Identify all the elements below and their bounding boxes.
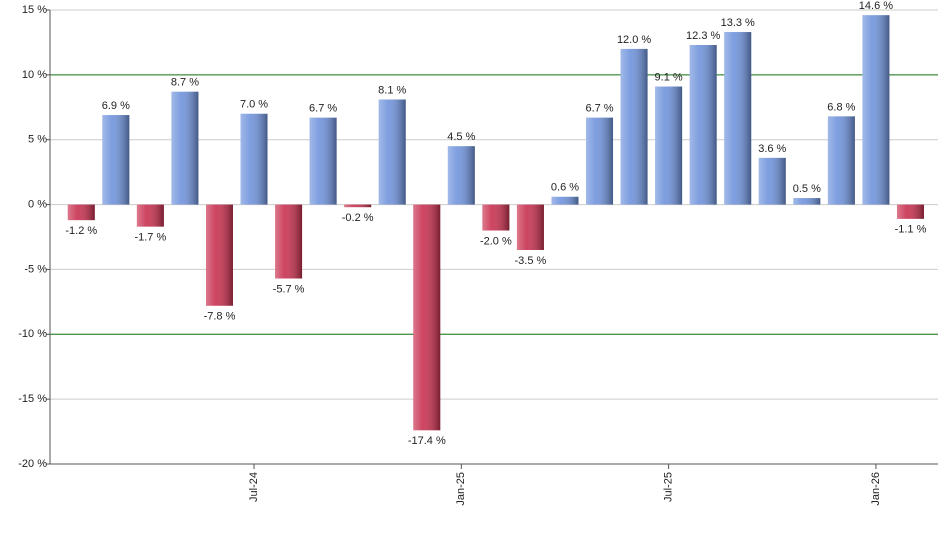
y-tick-label: 15 %	[22, 4, 47, 16]
value-label: -7.8 %	[204, 311, 236, 323]
value-label: -1.2 %	[65, 225, 97, 237]
value-label: 0.5 %	[793, 183, 821, 195]
y-tick-label: -20 %	[18, 458, 47, 470]
bar-shade	[309, 117, 337, 205]
value-label: -5.7 %	[273, 283, 305, 295]
bar-shade	[482, 204, 510, 231]
bar-shade	[793, 198, 821, 205]
value-label: 12.0 %	[617, 34, 651, 46]
bar-shade	[344, 204, 372, 208]
value-label: -3.5 %	[515, 255, 547, 267]
bar-shade	[896, 204, 924, 219]
x-tick-label: Jan-25	[455, 472, 467, 506]
x-tick-label: Jan-26	[870, 472, 882, 506]
value-label: 8.1 %	[378, 84, 406, 96]
bar-shade	[620, 48, 648, 205]
value-label: 4.5 %	[447, 131, 475, 143]
bar-shade	[551, 196, 579, 205]
bar-shade	[102, 115, 130, 205]
value-label: -1.7 %	[134, 232, 166, 244]
value-label: 6.7 %	[309, 103, 337, 115]
y-tick-label: -5 %	[24, 263, 47, 275]
value-label: 14.6 %	[859, 0, 893, 12]
bar-shade	[240, 113, 268, 205]
value-label: -0.2 %	[342, 212, 374, 224]
y-tick-label: 10 %	[22, 69, 47, 81]
bar-shade	[586, 117, 614, 205]
bar-shade	[413, 204, 441, 431]
x-tick-label: Jul-25	[663, 472, 675, 502]
bar-shade	[516, 204, 544, 250]
value-label: 3.6 %	[758, 143, 786, 155]
bar-shade	[378, 99, 406, 205]
value-label: 7.0 %	[240, 99, 268, 111]
y-tick-label: -15 %	[18, 393, 47, 405]
value-label: -1.1 %	[895, 224, 927, 236]
y-tick-label: -10 %	[18, 328, 47, 340]
x-tick-label: Jul-24	[248, 472, 260, 502]
value-label: 6.7 %	[585, 103, 613, 115]
bar-shade	[447, 146, 475, 205]
value-label: 12.3 %	[686, 30, 720, 42]
value-label: -17.4 %	[408, 435, 446, 447]
value-label: 6.8 %	[827, 101, 855, 113]
bar-shade	[724, 32, 752, 205]
bar-shade	[655, 86, 683, 205]
bar-shade	[205, 204, 233, 306]
value-label: 8.7 %	[171, 77, 199, 89]
value-label: 6.9 %	[102, 100, 130, 112]
bar-shade	[275, 204, 303, 279]
value-label: -2.0 %	[480, 235, 512, 247]
y-tick-label: 0 %	[28, 198, 47, 210]
bar-shade	[827, 116, 855, 205]
value-label: 0.6 %	[551, 182, 579, 194]
value-label: 13.3 %	[721, 17, 755, 29]
bar-shade	[689, 45, 717, 205]
value-label: 9.1 %	[655, 71, 683, 83]
bar-shade	[171, 91, 199, 205]
bar-shade	[67, 204, 95, 221]
bar-shade	[758, 157, 786, 205]
y-tick-label: 5 %	[28, 134, 47, 146]
bar-shade	[136, 204, 164, 227]
bar-shade	[862, 15, 890, 205]
